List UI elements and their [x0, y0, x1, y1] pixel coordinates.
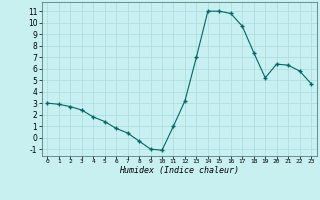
X-axis label: Humidex (Indice chaleur): Humidex (Indice chaleur): [119, 166, 239, 175]
